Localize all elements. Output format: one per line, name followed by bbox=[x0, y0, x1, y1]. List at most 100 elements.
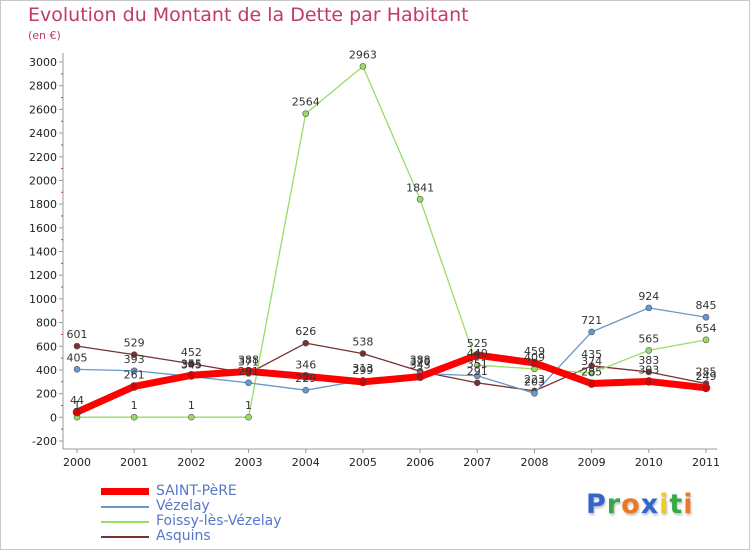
y-tick-label: 1200 bbox=[29, 269, 57, 282]
data-label: 529 bbox=[124, 337, 145, 350]
data-point bbox=[302, 339, 310, 347]
data-point bbox=[473, 379, 481, 387]
data-point bbox=[245, 413, 252, 421]
x-tick-label: 2003 bbox=[235, 456, 263, 469]
data-point bbox=[531, 389, 538, 397]
data-label: 351 bbox=[467, 358, 488, 371]
data-label: 291 bbox=[467, 365, 488, 378]
data-label: 626 bbox=[295, 325, 316, 338]
data-label: 343 bbox=[410, 359, 431, 372]
data-label: 203 bbox=[524, 375, 545, 388]
data-label: 924 bbox=[638, 290, 659, 303]
chart-title: Evolution du Montant de la Dette par Hab… bbox=[28, 4, 469, 26]
data-point bbox=[588, 362, 595, 370]
series-group bbox=[72, 63, 711, 421]
data-label: 721 bbox=[581, 314, 602, 327]
data-point bbox=[588, 369, 595, 377]
legend: SAINT-PèRE Vézelay Foissy-lès-Vézelay Asqui… bbox=[101, 483, 361, 544]
data-point bbox=[472, 350, 482, 360]
data-point bbox=[416, 195, 424, 203]
data-label: 1 bbox=[74, 399, 81, 412]
data-point bbox=[130, 367, 138, 375]
proxiti-logo: Proxiti bbox=[586, 489, 694, 520]
data-point bbox=[702, 313, 710, 321]
legend-swatch bbox=[101, 506, 149, 508]
x-tick-label: 2011 bbox=[692, 456, 720, 469]
data-point bbox=[188, 413, 195, 421]
data-label: 303 bbox=[638, 363, 659, 376]
data-label: 393 bbox=[124, 353, 145, 366]
legend-label: SAINT-PèRE bbox=[156, 483, 237, 499]
data-point bbox=[187, 370, 196, 380]
series-line-2 bbox=[76, 65, 707, 418]
data-label: 371 bbox=[238, 355, 259, 368]
y-tick-label: 2800 bbox=[29, 80, 57, 93]
data-point bbox=[244, 367, 253, 376]
x-tick-label: 2009 bbox=[578, 456, 606, 469]
x-tick-label: 2006 bbox=[406, 456, 434, 469]
data-point bbox=[359, 63, 367, 70]
y-tick-label: -200 bbox=[32, 435, 57, 448]
legend-label: Vézelay bbox=[156, 498, 210, 514]
data-label: 44 bbox=[70, 394, 84, 407]
legend-label: Asquins bbox=[156, 528, 211, 544]
x-tick-label: 2001 bbox=[120, 456, 148, 469]
series-line-3 bbox=[76, 342, 707, 392]
y-tick-label: 1600 bbox=[29, 222, 57, 235]
data-label: 249 bbox=[696, 370, 717, 383]
legend-item: Foissy-lès-Vézelay bbox=[101, 513, 361, 529]
data-label: 440 bbox=[467, 347, 488, 360]
data-point bbox=[245, 379, 252, 387]
data-point bbox=[701, 383, 711, 393]
data-point bbox=[587, 379, 596, 388]
data-point bbox=[645, 368, 653, 376]
data-label: 654 bbox=[696, 322, 717, 335]
data-label: 346 bbox=[295, 358, 316, 371]
y-tick-label: 3000 bbox=[29, 56, 57, 69]
data-point bbox=[645, 304, 653, 312]
data-point bbox=[73, 366, 81, 373]
data-point bbox=[473, 372, 481, 380]
data-label: 409 bbox=[524, 351, 545, 364]
x-tick-label: 2007 bbox=[463, 456, 491, 469]
legend-item: SAINT-PèRE bbox=[101, 483, 361, 499]
data-label: 291 bbox=[238, 365, 259, 378]
data-label: 229 bbox=[295, 372, 316, 385]
data-label: 261 bbox=[124, 368, 145, 381]
data-label: 370 bbox=[410, 355, 431, 368]
x-tick-label: 2010 bbox=[635, 456, 663, 469]
data-label: 223 bbox=[524, 373, 545, 386]
data-label: 285 bbox=[581, 366, 602, 379]
x-tick-label: 2000 bbox=[63, 456, 91, 469]
data-point bbox=[302, 386, 310, 394]
data-point bbox=[130, 351, 138, 358]
data-point bbox=[588, 328, 595, 336]
data-point bbox=[359, 350, 367, 357]
data-label: 2564 bbox=[292, 96, 320, 109]
data-label: 1 bbox=[188, 399, 195, 412]
data-label: 285 bbox=[696, 366, 717, 379]
y-tick-label: 0 bbox=[50, 411, 57, 424]
y-tick-label: 800 bbox=[36, 317, 57, 330]
data-label: 299 bbox=[352, 364, 373, 377]
data-point bbox=[73, 342, 81, 350]
legend-item: Asquins bbox=[101, 528, 361, 544]
x-tick-label: 2005 bbox=[349, 456, 377, 469]
data-label: 845 bbox=[696, 299, 717, 312]
data-label: 525 bbox=[467, 337, 488, 350]
series-line-0 bbox=[73, 351, 710, 416]
data-point bbox=[358, 377, 368, 387]
y-tick-label: 1400 bbox=[29, 246, 57, 259]
legend-item: Vézelay bbox=[101, 498, 361, 514]
y-tick-label: 2600 bbox=[29, 103, 57, 116]
data-label: 405 bbox=[67, 351, 88, 364]
data-label: 1 bbox=[131, 399, 138, 412]
y-tick-label: 400 bbox=[36, 364, 57, 377]
legend-swatch bbox=[101, 488, 149, 495]
data-point bbox=[415, 372, 425, 381]
data-point bbox=[129, 382, 139, 391]
data-label: 1841 bbox=[406, 181, 434, 194]
data-labels: 44 261 355 388 346 299 343 525 459 285 303 249 405 39… bbox=[67, 48, 717, 412]
legend-swatch bbox=[101, 521, 149, 523]
